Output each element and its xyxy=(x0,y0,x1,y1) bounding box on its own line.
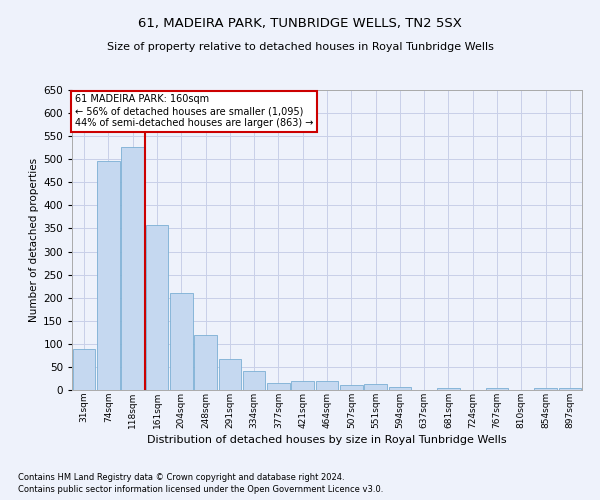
Bar xyxy=(121,147,144,390)
Bar xyxy=(486,388,508,390)
Text: Contains HM Land Registry data © Crown copyright and database right 2024.: Contains HM Land Registry data © Crown c… xyxy=(18,472,344,482)
Bar xyxy=(243,370,265,390)
Bar xyxy=(194,334,217,390)
Bar xyxy=(146,225,168,390)
Y-axis label: Number of detached properties: Number of detached properties xyxy=(29,158,39,322)
Bar xyxy=(267,382,290,390)
X-axis label: Distribution of detached houses by size in Royal Tunbridge Wells: Distribution of detached houses by size … xyxy=(147,434,507,444)
Text: 61, MADEIRA PARK, TUNBRIDGE WELLS, TN2 5SX: 61, MADEIRA PARK, TUNBRIDGE WELLS, TN2 5… xyxy=(138,18,462,30)
Bar xyxy=(534,388,557,390)
Text: 61 MADEIRA PARK: 160sqm
← 56% of detached houses are smaller (1,095)
44% of semi: 61 MADEIRA PARK: 160sqm ← 56% of detache… xyxy=(74,94,313,128)
Bar xyxy=(559,388,581,390)
Bar xyxy=(340,386,362,390)
Bar xyxy=(170,292,193,390)
Text: Contains public sector information licensed under the Open Government Licence v3: Contains public sector information licen… xyxy=(18,485,383,494)
Text: Size of property relative to detached houses in Royal Tunbridge Wells: Size of property relative to detached ho… xyxy=(107,42,493,52)
Bar xyxy=(97,160,120,390)
Bar xyxy=(316,381,338,390)
Bar xyxy=(437,388,460,390)
Bar xyxy=(364,384,387,390)
Bar xyxy=(218,358,241,390)
Bar xyxy=(73,350,95,390)
Bar xyxy=(389,387,411,390)
Bar xyxy=(292,381,314,390)
